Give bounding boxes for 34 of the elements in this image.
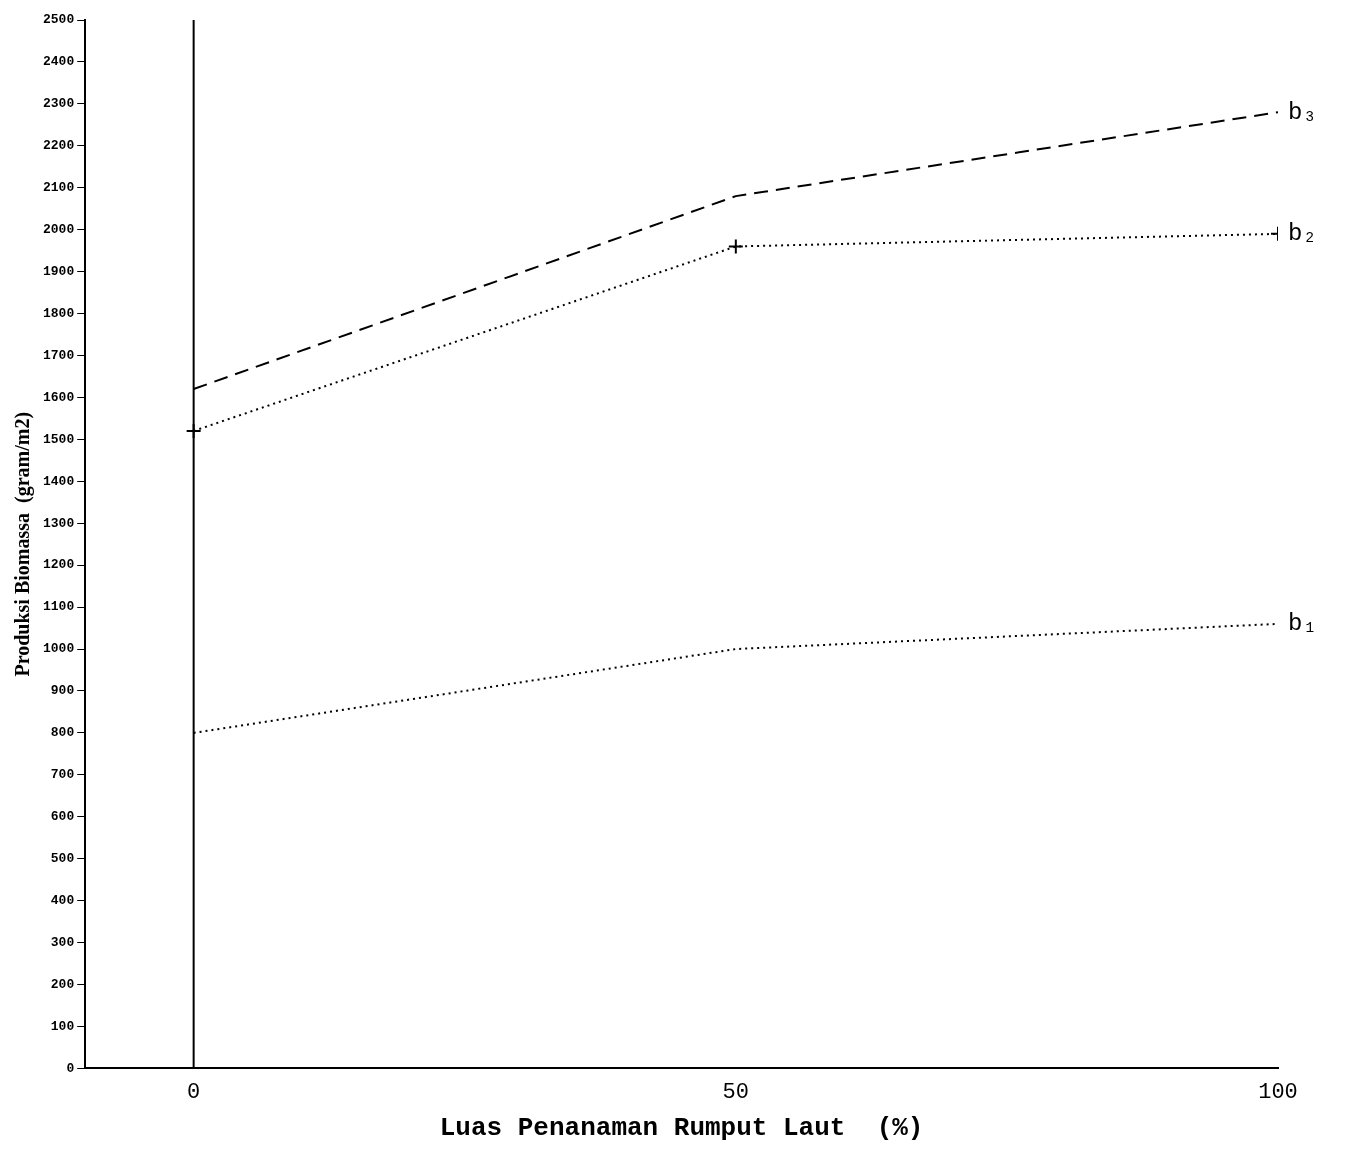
y-tick-label: 2100 bbox=[42, 180, 75, 196]
y-tick-label: 1300 bbox=[42, 515, 75, 531]
series-label: b₂ bbox=[1288, 220, 1317, 248]
y-tick-label: 600 bbox=[50, 809, 75, 825]
x-tick-label: 50 bbox=[722, 1080, 750, 1106]
y-tick-label: 1000 bbox=[42, 641, 75, 657]
y-tick-label: 1100 bbox=[42, 599, 75, 615]
x-tick-label: 0 bbox=[187, 1080, 201, 1106]
y-tick-label: 900 bbox=[50, 683, 75, 699]
y-tick-label: 2000 bbox=[42, 221, 75, 237]
y-tick-label: 1900 bbox=[42, 263, 75, 279]
y-tick-label: 700 bbox=[50, 767, 75, 783]
y-tick-label: 2500 bbox=[42, 12, 75, 28]
y-tick-label: 1800 bbox=[42, 305, 75, 321]
y-tick-label: 300 bbox=[50, 934, 75, 950]
y-tick-label: 1400 bbox=[42, 473, 75, 489]
y-tick-label: 500 bbox=[50, 851, 75, 866]
y-tick-label: 2400 bbox=[42, 54, 75, 70]
x-tick-label: 100 bbox=[1258, 1080, 1298, 1106]
series-label: b₃ bbox=[1288, 98, 1317, 126]
y-tick-label: 2300 bbox=[42, 96, 75, 112]
series-label: b₁ bbox=[1288, 610, 1317, 638]
y-axis-title: Produksi Biomassa (gram/m2) bbox=[11, 411, 35, 677]
y-tick-label: 1600 bbox=[42, 389, 75, 405]
y-tick-label: 100 bbox=[50, 1018, 75, 1034]
y-tick-label: 400 bbox=[50, 892, 75, 908]
y-tick-label: 200 bbox=[50, 976, 75, 992]
y-tick-label: 1700 bbox=[42, 347, 75, 363]
y-tick-label: 1200 bbox=[42, 557, 75, 573]
y-tick-label: 1500 bbox=[42, 431, 75, 447]
y-tick-label: 2200 bbox=[42, 138, 75, 154]
x-axis-title: Luas Penanaman Rumput Laut (%) bbox=[439, 1112, 924, 1143]
y-tick-label: 0 bbox=[66, 1060, 75, 1076]
y-tick-label: 800 bbox=[50, 725, 75, 741]
